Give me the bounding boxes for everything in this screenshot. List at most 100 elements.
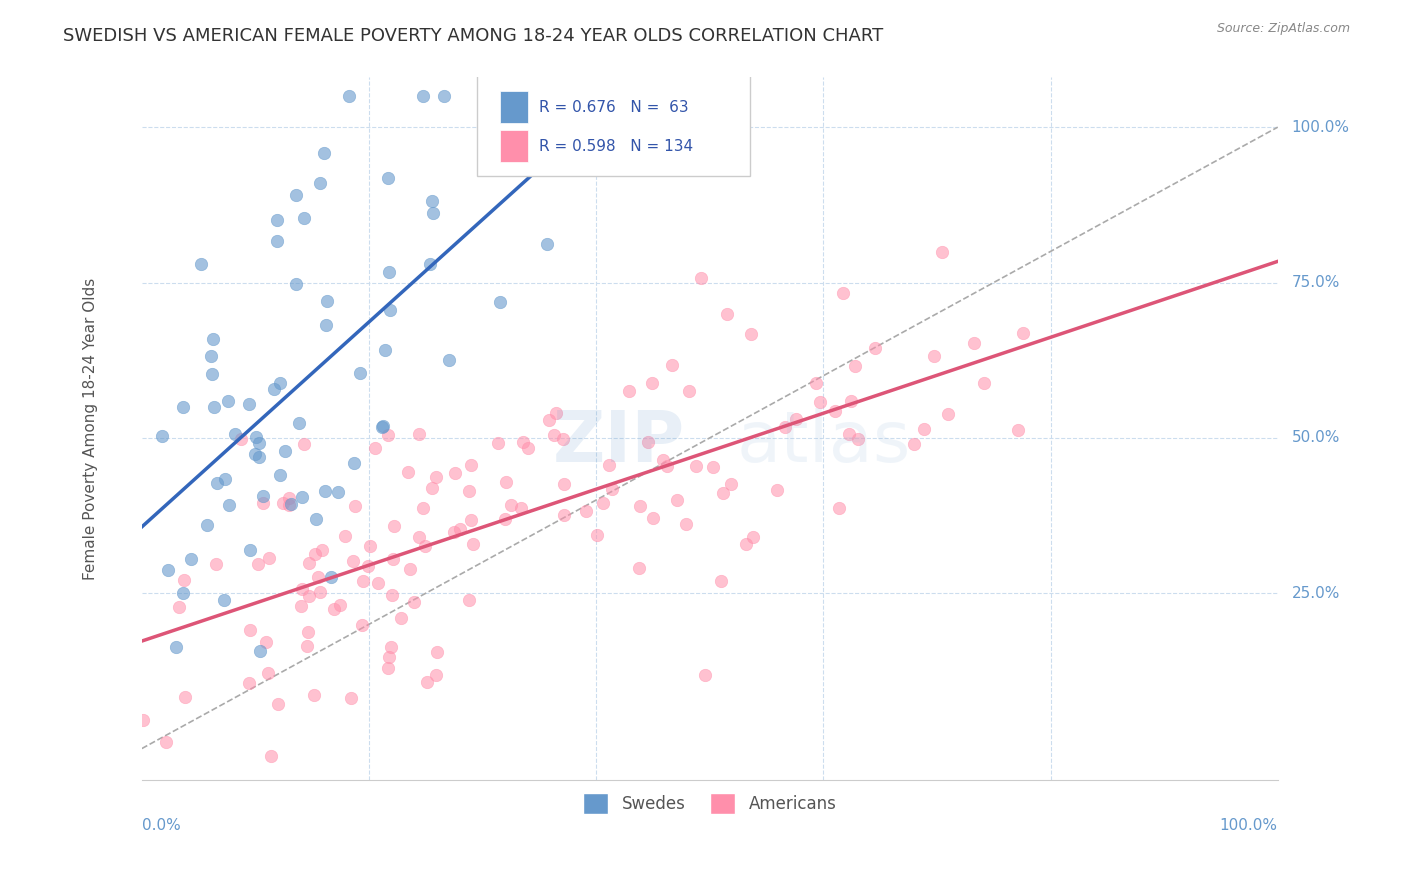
Americans <box>740 327 762 342</box>
Americans <box>408 426 430 441</box>
Americans <box>509 501 531 516</box>
Americans <box>413 540 436 554</box>
Swedes <box>305 512 328 526</box>
Americans <box>501 498 523 512</box>
Americans <box>711 485 734 500</box>
Swedes <box>314 483 336 498</box>
Americans <box>575 504 598 518</box>
Americans <box>307 570 329 584</box>
Swedes <box>412 89 434 103</box>
FancyBboxPatch shape <box>477 70 749 176</box>
Swedes <box>217 394 239 409</box>
Americans <box>257 665 280 680</box>
Americans <box>963 335 986 350</box>
Swedes <box>224 427 246 442</box>
Americans <box>512 435 534 450</box>
Americans <box>486 436 509 450</box>
Americans <box>408 529 430 543</box>
Americans <box>329 599 352 613</box>
Americans <box>651 453 673 467</box>
Americans <box>173 573 195 587</box>
Swedes <box>156 563 179 577</box>
Americans <box>810 394 832 409</box>
Americans <box>267 697 290 711</box>
Swedes <box>238 397 260 411</box>
Americans <box>846 432 869 446</box>
Americans <box>425 668 447 682</box>
Americans <box>416 675 439 690</box>
Americans <box>844 359 866 373</box>
Americans <box>426 645 449 659</box>
Americans <box>449 522 471 536</box>
Swedes <box>214 472 236 486</box>
Americans <box>295 639 318 653</box>
Americans <box>598 458 620 472</box>
Text: 50.0%: 50.0% <box>1291 430 1340 445</box>
Americans <box>298 556 321 570</box>
Americans <box>922 349 945 363</box>
Americans <box>254 635 277 649</box>
Americans <box>553 477 575 491</box>
Americans <box>382 551 405 566</box>
Americans <box>278 491 301 506</box>
Americans <box>398 561 420 575</box>
FancyBboxPatch shape <box>499 92 529 123</box>
Americans <box>742 530 765 544</box>
Swedes <box>315 318 337 332</box>
Americans <box>292 437 315 451</box>
Americans <box>290 599 312 613</box>
Americans <box>252 495 274 509</box>
Swedes <box>165 640 187 654</box>
Swedes <box>266 234 288 248</box>
Americans <box>291 582 314 596</box>
Americans <box>309 585 332 599</box>
Americans <box>678 384 700 398</box>
Americans <box>352 574 374 588</box>
Americans <box>775 420 797 434</box>
Americans <box>174 690 197 704</box>
Swedes <box>373 419 395 434</box>
Americans <box>257 550 280 565</box>
Americans <box>912 422 935 436</box>
Americans <box>709 574 731 588</box>
Swedes <box>420 194 443 208</box>
Americans <box>544 406 567 420</box>
Swedes <box>377 171 399 186</box>
Americans <box>675 516 697 531</box>
Text: Female Poverty Among 18-24 Year Olds: Female Poverty Among 18-24 Year Olds <box>83 277 98 580</box>
Swedes <box>326 485 349 500</box>
Americans <box>689 270 711 285</box>
Americans <box>936 407 959 421</box>
Swedes <box>349 366 371 380</box>
Swedes <box>202 400 225 414</box>
Americans <box>716 308 738 322</box>
Americans <box>973 376 995 390</box>
Americans <box>685 459 707 474</box>
Americans <box>402 595 425 609</box>
Americans <box>903 437 925 451</box>
Swedes <box>245 430 267 444</box>
Americans <box>655 459 678 474</box>
Swedes <box>190 257 212 271</box>
Text: SWEDISH VS AMERICAN FEMALE POVERTY AMONG 18-24 YEAR OLDS CORRELATION CHART: SWEDISH VS AMERICAN FEMALE POVERTY AMONG… <box>63 27 883 45</box>
Swedes <box>172 586 194 600</box>
Swedes <box>316 293 339 308</box>
Swedes <box>312 146 335 161</box>
Swedes <box>266 213 288 227</box>
Americans <box>1011 326 1033 341</box>
Swedes <box>245 447 267 461</box>
Americans <box>766 483 789 497</box>
Americans <box>131 713 153 727</box>
Americans <box>586 528 609 542</box>
Swedes <box>309 176 332 190</box>
Americans <box>229 432 252 446</box>
Americans <box>1007 423 1029 437</box>
Americans <box>637 435 659 450</box>
Americans <box>238 675 260 690</box>
Americans <box>720 477 742 491</box>
Americans <box>260 749 283 764</box>
Americans <box>412 501 434 516</box>
Americans <box>364 441 387 455</box>
Swedes <box>212 592 235 607</box>
Swedes <box>319 570 342 584</box>
